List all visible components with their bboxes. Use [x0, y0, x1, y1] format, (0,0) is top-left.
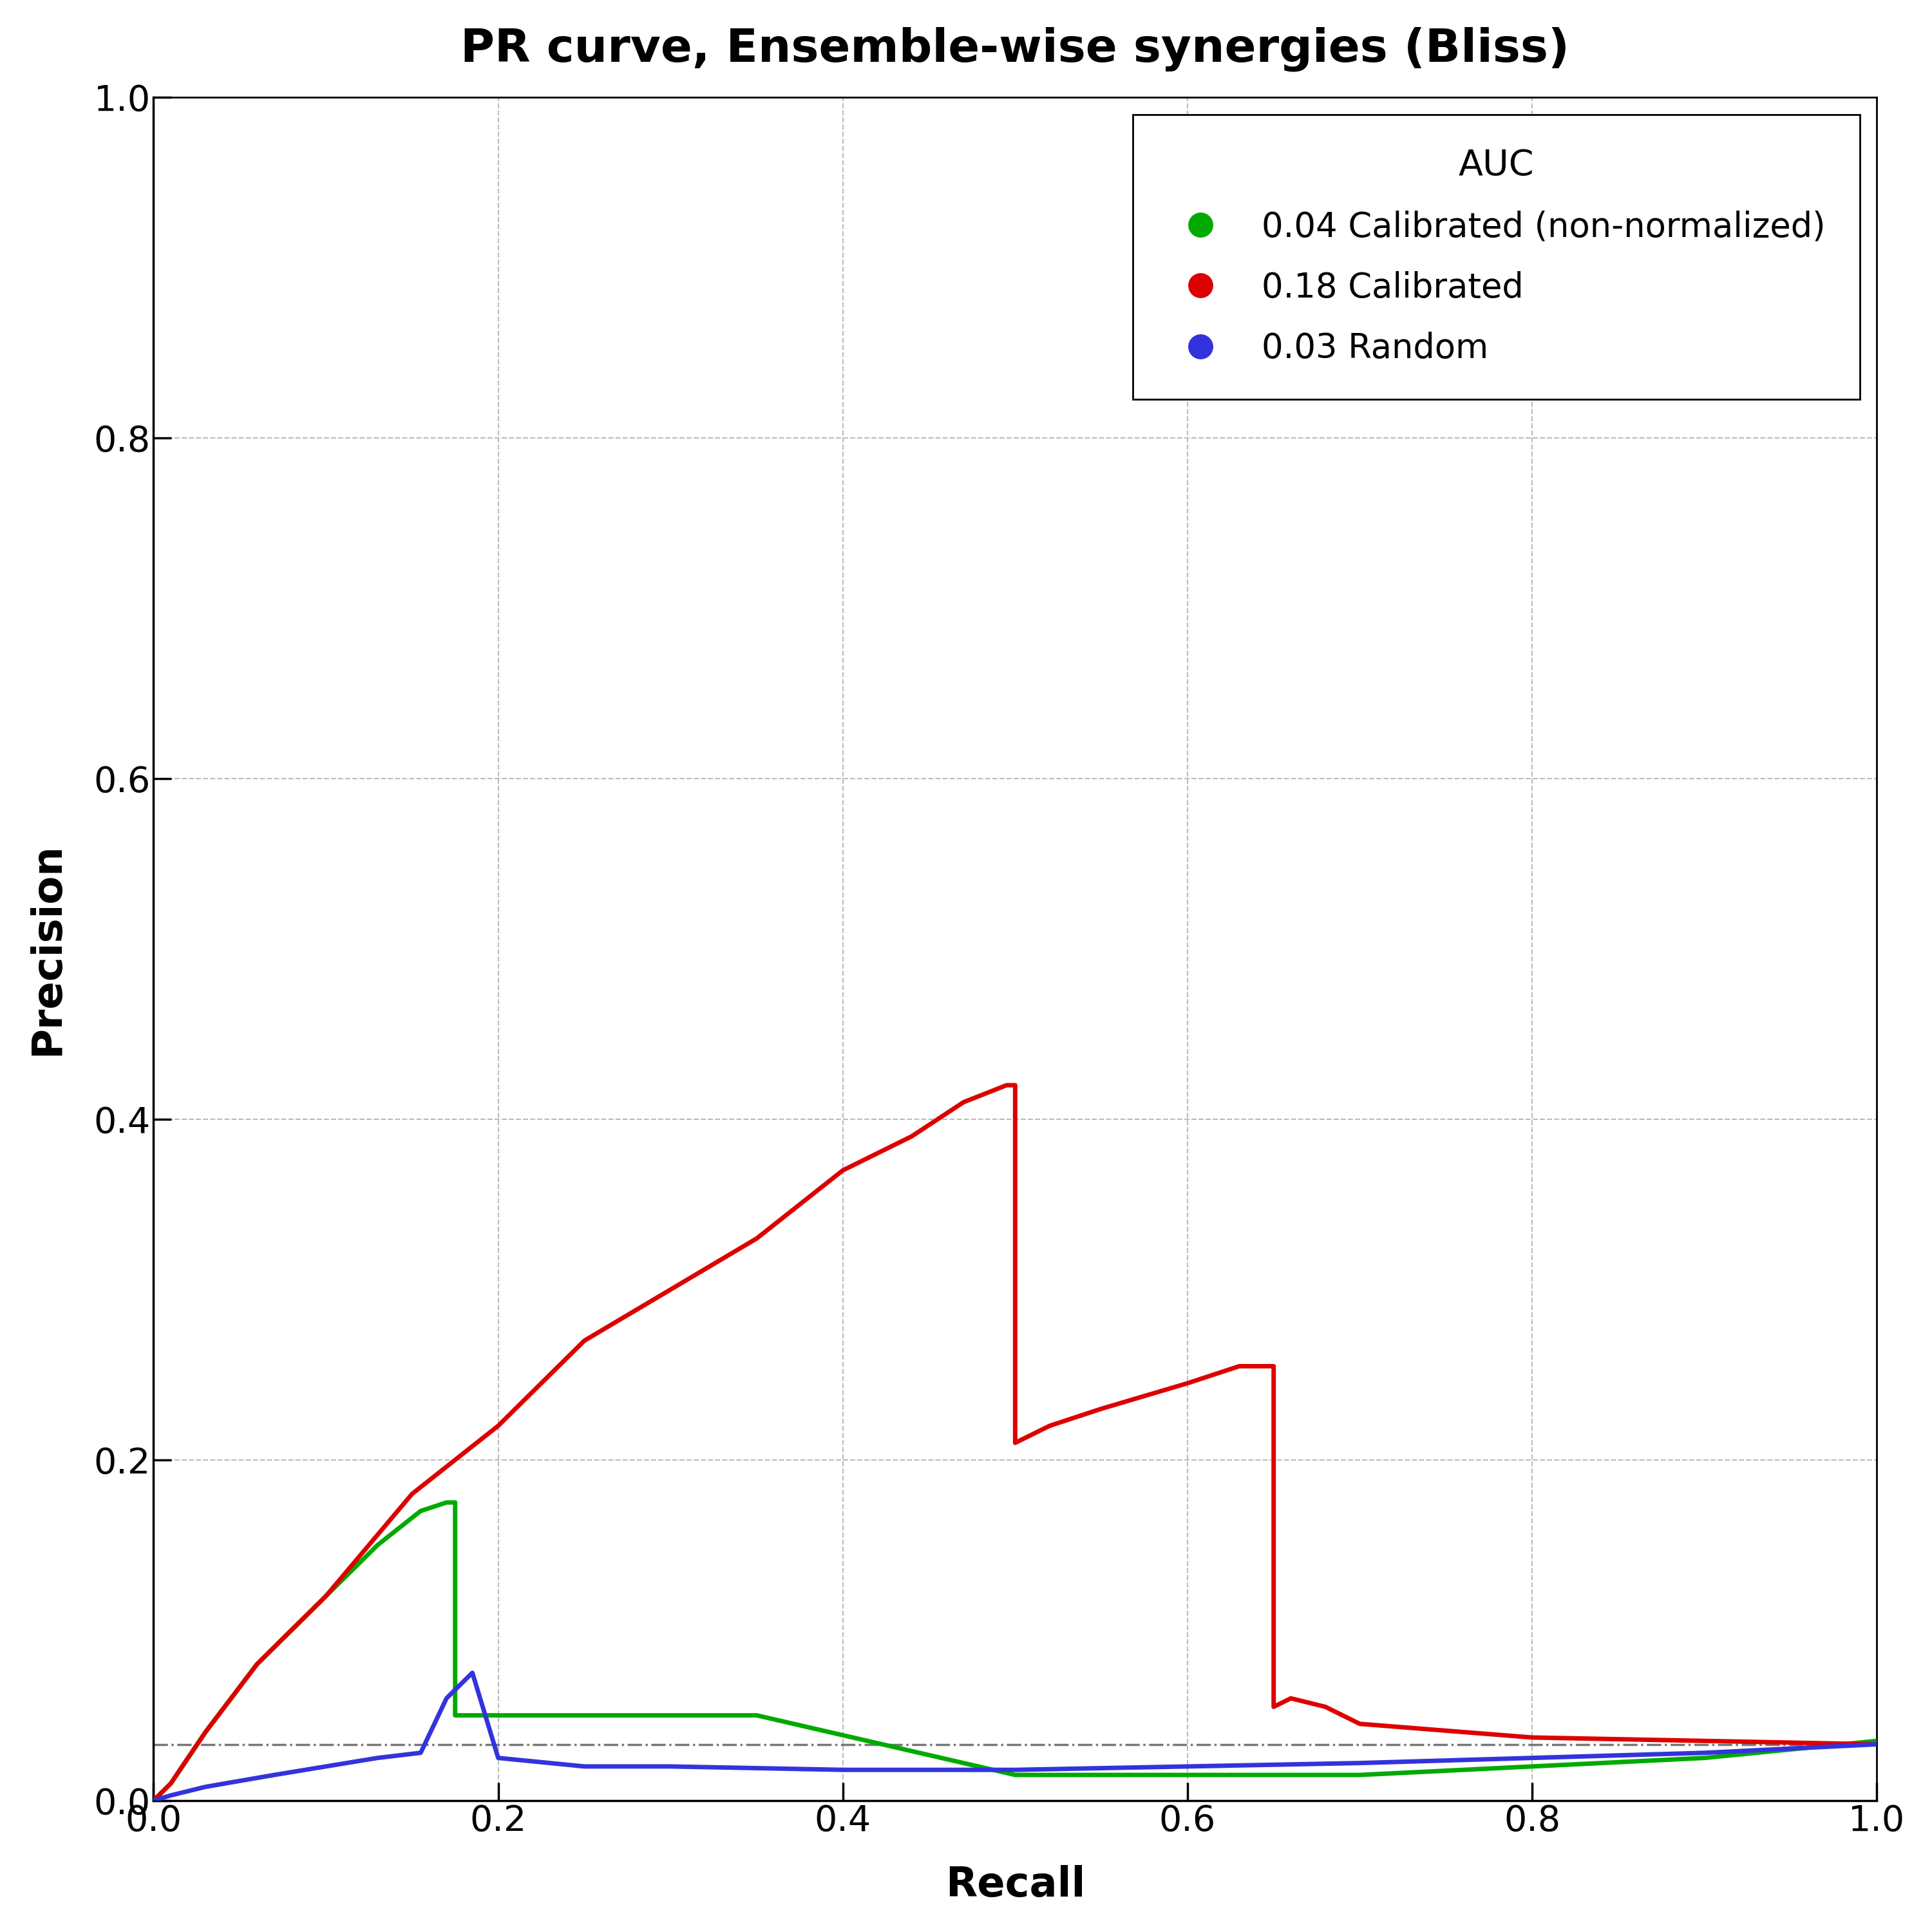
Title: PR curve, Ensemble-wise synergies (Bliss): PR curve, Ensemble-wise synergies (Bliss…	[460, 27, 1569, 71]
Y-axis label: Precision: Precision	[27, 842, 68, 1055]
X-axis label: Recall: Recall	[945, 1864, 1086, 1905]
Legend: 0.04 Calibrated (non-normalized), 0.18 Calibrated, 0.03 Random: 0.04 Calibrated (non-normalized), 0.18 C…	[1132, 114, 1861, 400]
